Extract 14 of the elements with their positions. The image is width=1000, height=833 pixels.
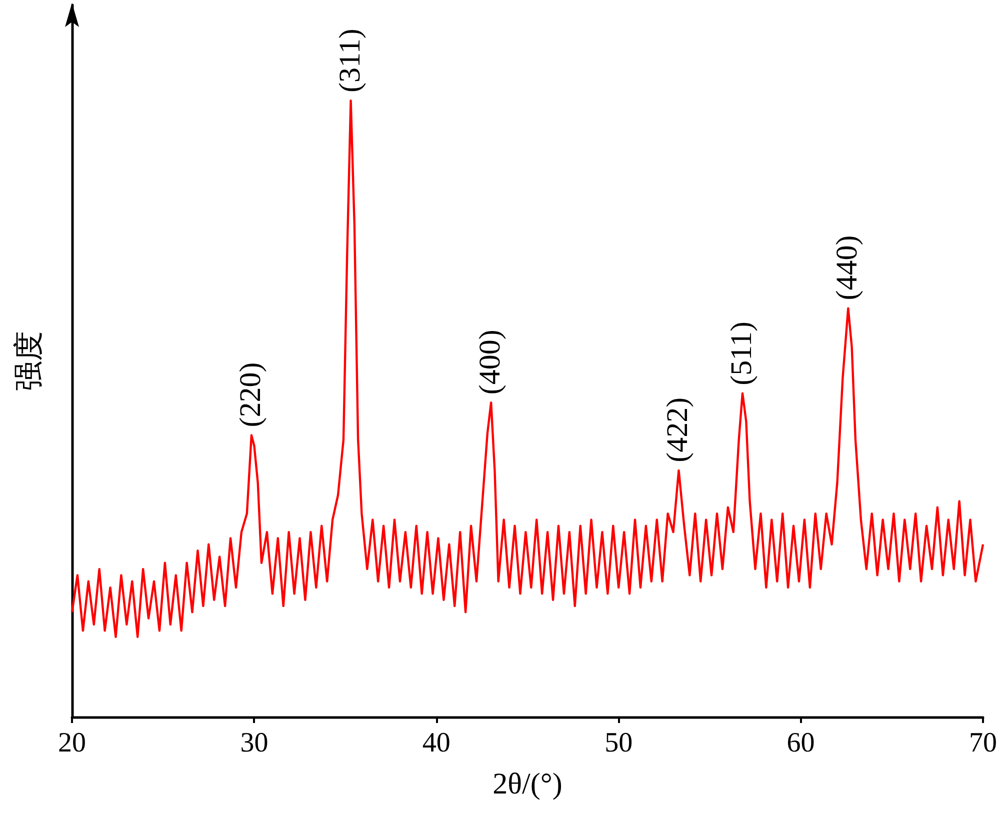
x-tick-label: 30	[240, 728, 268, 758]
annotation: (400)	[474, 330, 507, 395]
annotation: (440)	[830, 235, 864, 300]
x-tick-label: 70	[969, 728, 997, 758]
x-tick-label: 60	[786, 728, 815, 758]
annotation: (311)	[333, 28, 366, 93]
x-tick-label: 20	[58, 728, 86, 758]
x-tick-label: 40	[422, 728, 450, 758]
annotation: (220)	[234, 362, 267, 428]
annotation: (511)	[724, 321, 758, 386]
annotation: (422)	[661, 397, 694, 462]
x-axis-title: 2θ/(°)	[492, 768, 562, 800]
y-axis-title: 强度	[12, 331, 46, 391]
x-tick-label: 50	[604, 728, 633, 758]
